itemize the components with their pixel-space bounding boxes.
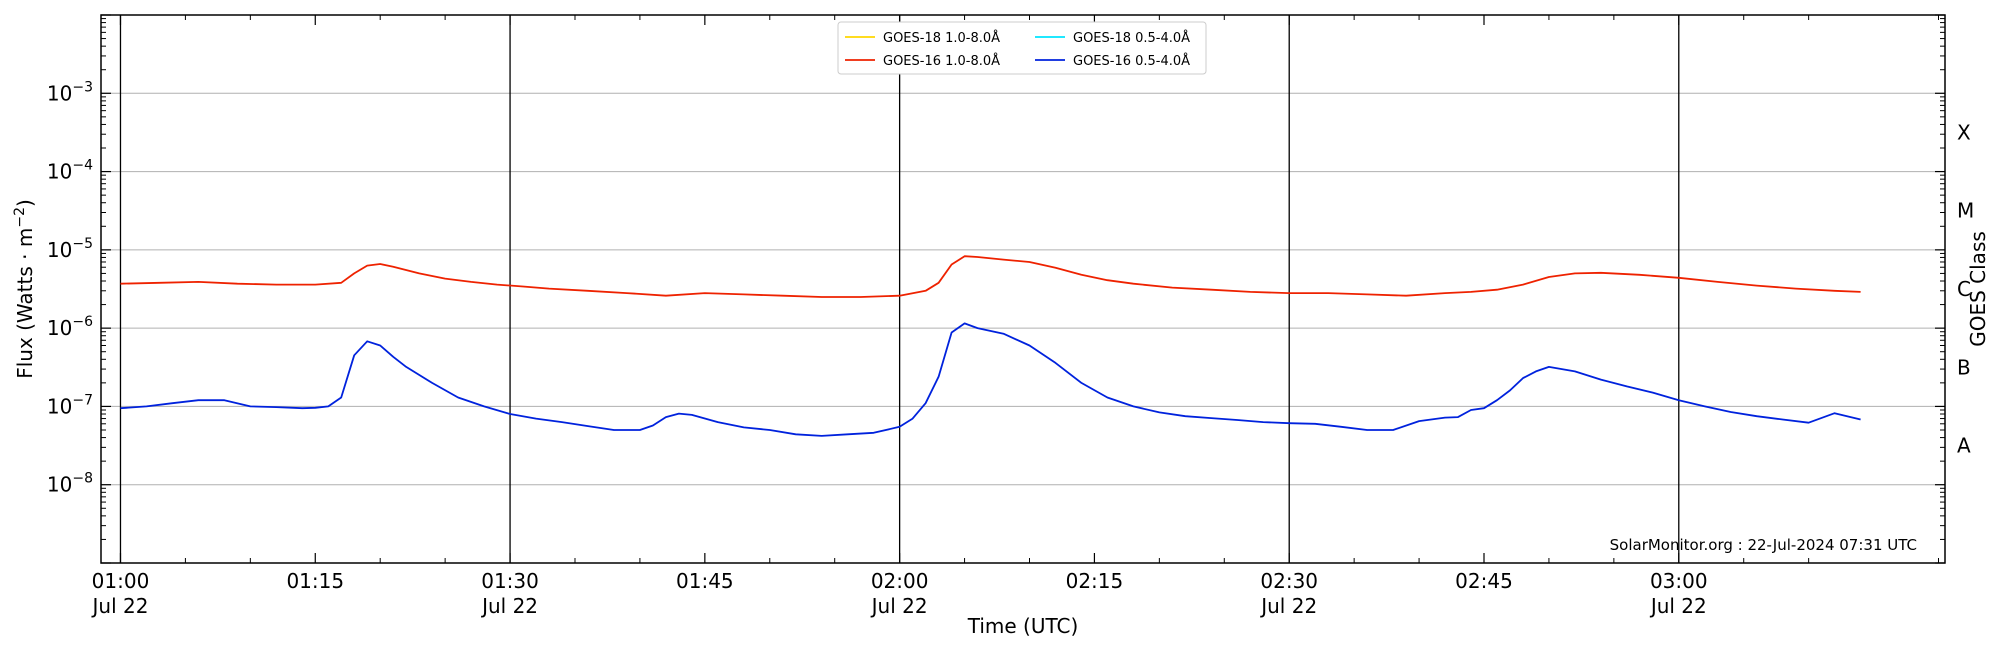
- goes-class-X: X: [1957, 120, 1971, 144]
- grid-lines: [101, 92, 1945, 486]
- x-tick-label: 01:45: [676, 569, 734, 593]
- legend-label-3: GOES-16 0.5-4.0Å: [1073, 53, 1190, 69]
- x-tick-date-label: Jul 22: [1259, 594, 1317, 618]
- goes-class-B: B: [1957, 355, 1971, 379]
- goes-class-A: A: [1957, 434, 1971, 458]
- series-line-3: [120, 322, 1861, 437]
- x-tick-date-label: Jul 22: [480, 594, 538, 618]
- y-tick-label: 10−8: [47, 471, 93, 497]
- goes-class-labels: A B C M X: [1957, 120, 1974, 457]
- y-tick-label: 10−7: [47, 392, 93, 418]
- y-tick-label: 10−4: [47, 158, 93, 184]
- y-tick-label: 10−3: [47, 79, 93, 105]
- credit-text: SolarMonitor.org : 22-Jul-2024 07:31 UTC: [1610, 536, 1917, 554]
- x-tick-date-label: Jul 22: [870, 594, 928, 618]
- x-tick-label: 01:30: [481, 569, 539, 593]
- x-tick-label: 02:15: [1066, 569, 1124, 593]
- goes-class-C: C: [1957, 277, 1971, 301]
- hour-separator-lines: [119, 15, 1680, 563]
- series-lines: [120, 255, 1861, 437]
- x-tick-label: 03:00: [1650, 569, 1708, 593]
- y-tick-label: 10−6: [47, 314, 93, 340]
- x-tick-date-label: Jul 22: [91, 594, 149, 618]
- y-tick-label: 10−5: [47, 236, 93, 262]
- legend: GOES-18 1.0-8.0Å GOES-18 0.5-4.0Å GOES-16 …: [837, 21, 1207, 75]
- right-axis-title: GOES Class: [1966, 231, 1990, 347]
- x-tick-label: 01:00: [92, 569, 150, 593]
- x-tick-label: 02:45: [1455, 569, 1513, 593]
- y-axis-title: Flux (Watts · m−2): [12, 199, 37, 379]
- legend-label-0: GOES-18 1.0-8.0Å: [883, 30, 1000, 46]
- legend-label-1: GOES-18 0.5-4.0Å: [1073, 30, 1190, 46]
- series-line-2: [120, 255, 1861, 298]
- legend-box: [837, 21, 1207, 75]
- x-axis-title: Time (UTC): [967, 614, 1079, 638]
- legend-label-2: GOES-16 1.0-8.0Å: [883, 53, 1000, 69]
- x-tick-label: 02:00: [871, 569, 929, 593]
- x-tick-label: 01:15: [286, 569, 344, 593]
- goes-class-M: M: [1957, 199, 1974, 223]
- axis-ticks: [101, 14, 1945, 564]
- x-tick-date-label: Jul 22: [1649, 594, 1707, 618]
- x-tick-label: 02:30: [1260, 569, 1318, 593]
- plot-frame: [100, 14, 1946, 564]
